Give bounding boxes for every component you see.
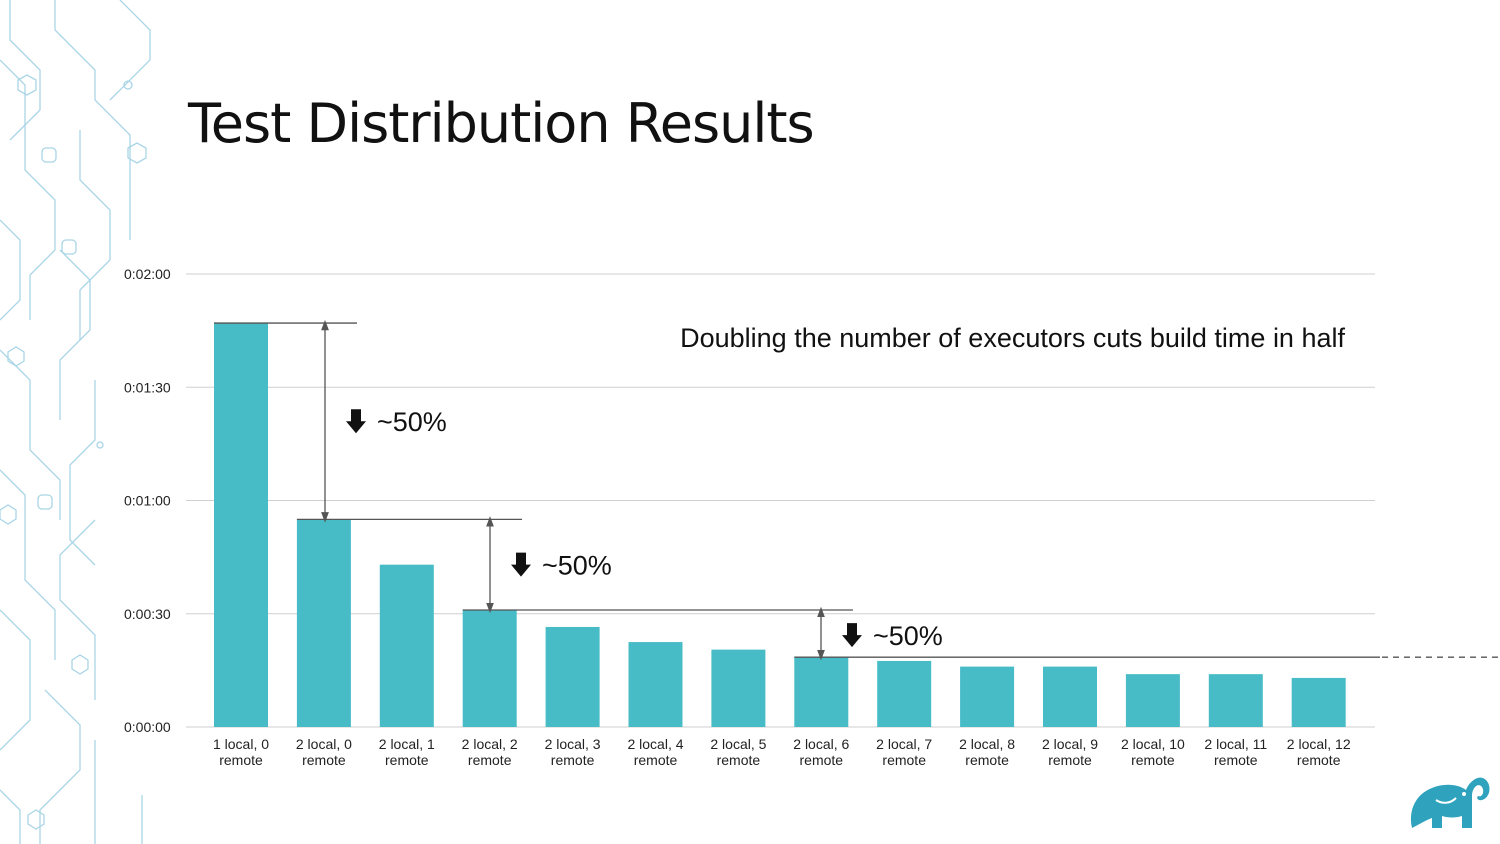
x-tick-label: remote [717,752,761,768]
bar [379,564,434,727]
bar [462,609,517,727]
bar [1208,674,1263,727]
x-tick-label: remote [800,752,844,768]
bar [960,666,1015,727]
x-tick-label: 2 local, 6 [793,736,849,752]
x-tick-label: remote [965,752,1009,768]
x-tick-label: remote [1214,752,1258,768]
bar [1291,677,1346,727]
x-tick-label: remote [1131,752,1175,768]
bar [1125,674,1180,727]
x-tick-label: 2 local, 10 [1121,736,1185,752]
x-tick-label: 2 local, 7 [876,736,932,752]
x-tick-label: 2 local, 1 [379,736,435,752]
x-tick-label: remote [1048,752,1092,768]
x-tick-label: 2 local, 8 [959,736,1015,752]
chart-annotation: Doubling the number of executors cuts bu… [680,323,1345,353]
x-tick-label: remote [468,752,512,768]
x-tick-label: 2 local, 12 [1287,736,1351,752]
bar [1043,666,1097,727]
y-tick-label: 0:02:00 [124,266,171,282]
down-arrow-icon [346,409,366,434]
reduction-label: ~50% [873,621,943,651]
y-tick-label: 0:01:00 [124,493,171,509]
x-tick-label: remote [1297,752,1341,768]
y-tick-label: 0:01:30 [124,379,171,395]
x-tick-label: remote [302,752,346,768]
x-tick-label: 1 local, 0 [213,736,269,752]
y-tick-label: 0:00:00 [124,719,171,735]
bar [296,519,351,727]
reduction-label: ~50% [542,551,612,581]
down-arrow-icon [842,623,862,648]
y-axis-tick-labels: 0:00:00 0:00:30 0:01:00 0:01:30 0:02:00 [124,266,171,735]
x-tick-label: 2 local, 2 [462,736,518,752]
x-tick-label: 2 local, 5 [710,736,766,752]
bar [628,642,683,727]
x-tick-label: remote [634,752,678,768]
y-tick-label: 0:00:30 [124,606,171,622]
slide-title: Test Distribution Results [188,92,815,155]
x-tick-label: 2 local, 0 [296,736,352,752]
reduction-markers: ~50% ~50% ~50% [321,319,943,661]
down-arrow-icon [511,552,531,577]
reference-lines [214,322,1500,658]
bar [711,649,766,727]
reduction-label: ~50% [377,407,447,437]
x-tick-label: 2 local, 9 [1042,736,1098,752]
x-tick-label: remote [551,752,595,768]
bar [214,323,268,727]
x-tick-label: remote [385,752,429,768]
x-tick-label: remote [219,752,263,768]
x-tick-label: 2 local, 11 [1204,736,1267,752]
circuit-decoration [0,0,151,844]
bar [794,657,849,727]
bar [877,660,932,727]
x-tick-label: remote [882,752,926,768]
bar [545,626,600,727]
bars [214,323,1346,727]
elephant-logo-icon [1410,777,1490,828]
x-tick-label: 2 local, 4 [627,736,683,752]
x-tick-label: 2 local, 3 [545,736,601,752]
